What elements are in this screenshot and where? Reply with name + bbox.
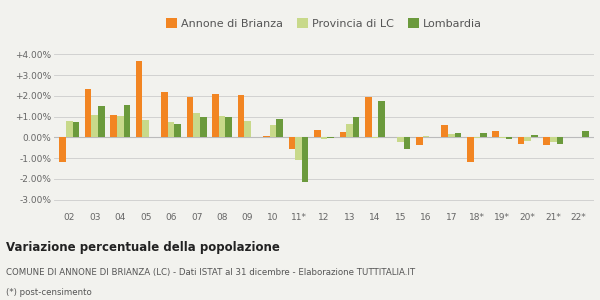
Bar [175,124,181,137]
Bar [422,136,429,137]
Bar [340,132,346,137]
Bar [531,135,538,137]
Text: (*) post-censimento: (*) post-censimento [6,288,92,297]
Bar [544,137,550,145]
Bar [193,112,200,137]
Bar [289,137,295,149]
Bar [226,117,232,137]
Bar [371,137,378,138]
Bar [467,137,473,162]
Bar [493,131,499,137]
Bar [187,97,193,137]
Bar [506,137,512,140]
Bar [98,106,104,137]
Bar [168,122,175,137]
Bar [117,116,124,137]
Bar [557,137,563,144]
Bar [244,121,251,137]
Bar [73,122,79,137]
Bar [314,130,320,137]
Bar [142,120,149,137]
Bar [270,125,277,137]
Bar [448,134,455,137]
Bar [136,61,142,137]
Bar [161,92,168,137]
Bar [238,95,244,137]
Text: Variazione percentuale della popolazione: Variazione percentuale della popolazione [6,242,280,254]
Bar [66,121,73,137]
Legend: Annone di Brianza, Provincia di LC, Lombardia: Annone di Brianza, Provincia di LC, Lomb… [161,14,487,33]
Bar [124,105,130,137]
Bar [110,115,117,137]
Bar [455,133,461,137]
Bar [378,101,385,137]
Bar [59,137,66,162]
Bar [346,124,353,137]
Bar [499,137,506,138]
Bar [550,137,557,142]
Bar [277,119,283,137]
Bar [416,137,422,145]
Bar [212,94,219,137]
Bar [582,131,589,137]
Bar [85,89,91,137]
Bar [404,137,410,149]
Bar [91,115,98,137]
Bar [328,137,334,138]
Bar [480,133,487,137]
Bar [302,137,308,182]
Bar [263,136,270,137]
Bar [200,117,206,137]
Bar [518,137,524,144]
Bar [295,137,302,160]
Bar [320,137,328,139]
Bar [365,97,371,137]
Bar [473,137,480,138]
Bar [397,137,404,142]
Bar [219,116,226,137]
Bar [524,137,531,140]
Bar [442,125,448,137]
Text: COMUNE DI ANNONE DI BRIANZA (LC) - Dati ISTAT al 31 dicembre - Elaborazione TUTT: COMUNE DI ANNONE DI BRIANZA (LC) - Dati … [6,268,415,278]
Bar [353,117,359,137]
